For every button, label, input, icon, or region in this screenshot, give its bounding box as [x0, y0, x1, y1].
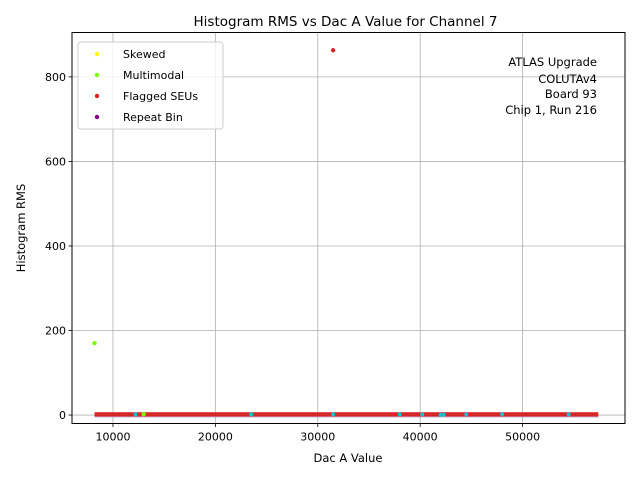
baseline-highlight-point: [500, 412, 505, 417]
legend-label: Multimodal: [123, 69, 184, 82]
annotation-line-1: ATLAS Upgrade: [508, 55, 597, 69]
legend: Skewed Multimodal Flagged SEUs Repeat Bin: [77, 41, 224, 130]
legend-label: Repeat Bin: [123, 111, 183, 124]
baseline-highlight-point: [441, 412, 446, 417]
y-tick-label: 800: [45, 71, 66, 84]
legend-label: Flagged SEUs: [123, 90, 198, 103]
run-info-annotation: ATLAS Upgrade COLUTAv4 Board 93 Chip 1, …: [505, 55, 597, 117]
data-point-flagged-seus: [330, 48, 336, 53]
y-axis: 0 200 400 600 800: [45, 71, 72, 422]
annotation-line-2: COLUTAv4: [538, 72, 597, 86]
legend-label: Skewed: [123, 48, 165, 61]
y-tick-label: 0: [59, 409, 66, 422]
baseline-point-band: [94, 412, 599, 417]
baseline-highlight-point: [438, 412, 443, 417]
legend-marker: [94, 51, 100, 57]
data-point-multimodal: [92, 340, 97, 346]
baseline-highlight-point: [566, 412, 571, 417]
x-tick-label: 20000: [198, 431, 233, 444]
data-layer: [92, 48, 599, 418]
x-tick-label: 30000: [300, 431, 335, 444]
x-axis: 10000 20000 30000 40000 50000: [95, 423, 540, 444]
annotation-line-3: Board 93: [545, 87, 597, 101]
baseline-highlight-point: [420, 412, 425, 417]
baseline-highlight-point: [397, 412, 402, 417]
baseline-highlight-point: [133, 412, 138, 417]
y-tick-label: 400: [45, 240, 66, 253]
y-tick-label: 600: [45, 155, 66, 168]
baseline-highlight-point: [249, 412, 254, 417]
data-point-multimodal: [141, 412, 146, 417]
legend-marker: [94, 114, 100, 120]
plot-frame: [71, 32, 626, 424]
annotation-line-4: Chip 1, Run 216: [505, 103, 597, 117]
x-tick-label: 10000: [95, 431, 130, 444]
x-tick-label: 40000: [403, 431, 438, 444]
legend-marker: [94, 72, 100, 78]
baseline-highlight-point: [331, 412, 336, 417]
x-axis-label: Dac A Value: [314, 451, 383, 465]
chart-title: Histogram RMS vs Dac A Value for Channel…: [194, 14, 498, 30]
baseline-highlight-point: [464, 412, 469, 417]
legend-box: [77, 41, 224, 130]
legend-marker: [94, 93, 100, 99]
y-tick-label: 200: [45, 325, 66, 338]
x-tick-label: 50000: [505, 431, 540, 444]
y-axis-label: Histogram RMS: [14, 184, 28, 273]
